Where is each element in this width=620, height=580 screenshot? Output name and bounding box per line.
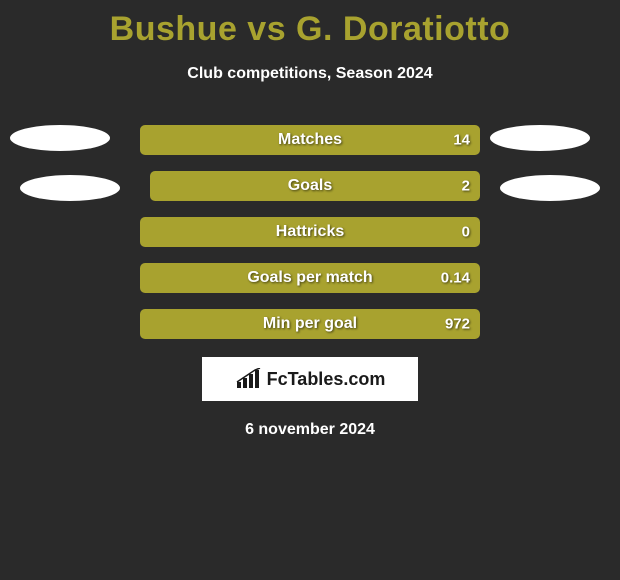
stat-row: Matches 14: [0, 125, 620, 155]
stat-label: Goals: [288, 177, 332, 195]
bars-icon: [235, 368, 261, 390]
date-line: 6 november 2024: [0, 421, 620, 439]
stat-label: Matches: [278, 131, 342, 149]
stat-label: Min per goal: [263, 315, 357, 333]
stat-row: Hattricks 0: [0, 217, 620, 247]
logo-box: FcTables.com: [202, 357, 418, 401]
stat-value-right: 0.14: [441, 270, 470, 287]
page-title: Bushue vs G. Doratiotto: [0, 0, 620, 49]
stat-row: Goals 2: [0, 171, 620, 201]
stat-value-right: 0: [462, 224, 470, 241]
logo-inner: FcTables.com: [235, 368, 386, 390]
logo-text: FcTables.com: [267, 369, 386, 390]
stat-area: Matches 14 Goals 2 Hattricks 0 Goals per match…: [0, 125, 620, 339]
stat-value-right: 2: [462, 178, 470, 195]
page-subtitle: Club competitions, Season 2024: [0, 65, 620, 83]
stat-row: Min per goal 972: [0, 309, 620, 339]
stat-label: Hattricks: [276, 223, 344, 241]
stat-value-right: 972: [445, 316, 470, 333]
stat-row: Goals per match 0.14: [0, 263, 620, 293]
stat-label: Goals per match: [247, 269, 372, 287]
stat-value-right: 14: [453, 132, 470, 149]
